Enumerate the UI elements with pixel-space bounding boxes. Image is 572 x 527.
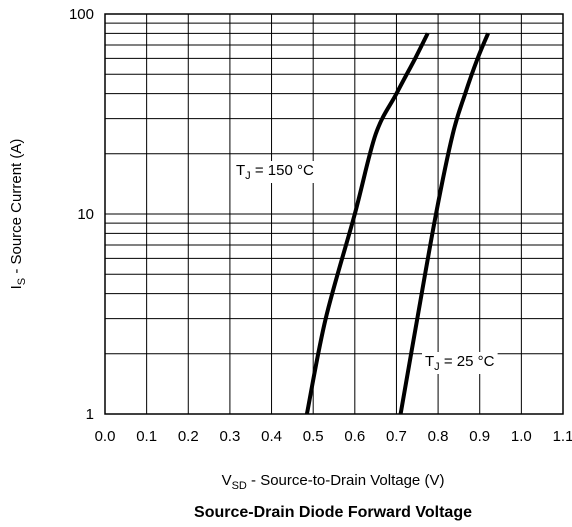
- x-tick-label: 0.4: [261, 428, 282, 445]
- x-tick-label: 0.2: [178, 428, 199, 445]
- x-tick-label: 1.0: [511, 428, 532, 445]
- x-tick-label: 0.5: [303, 428, 324, 445]
- y-tick-label: 10: [77, 206, 94, 223]
- y-axis-symbol: I: [8, 285, 25, 289]
- x-tick-label: 0.7: [386, 428, 407, 445]
- x-axis-symbol: V: [222, 472, 232, 489]
- x-tick-label: 0.1: [136, 428, 157, 445]
- x-axis-title: VSD - Source-to-Drain Voltage (V): [222, 472, 445, 492]
- plot-frame: [104, 13, 564, 415]
- curves: [304, 32, 490, 415]
- curve-label-text: = 150 °C: [251, 162, 314, 179]
- x-axis-text: - Source-to-Drain Voltage (V): [247, 472, 445, 489]
- curve-label-bg-150: [233, 161, 317, 183]
- x-axis-subscript: SD: [232, 480, 247, 492]
- y-axis-text: - Source Current (A): [8, 139, 25, 278]
- y-axis-subscript: S: [16, 278, 28, 285]
- curve-label-symbol: T: [425, 353, 434, 370]
- curve-label-bg-25: [422, 352, 498, 374]
- curve-label-text: = 25 °C: [440, 353, 495, 370]
- tick-labels: 0.0 0.1 0.2 0.3 0.4 0.5 0.6 0.7 0.8 0.9 1.0 1.1 1 10 1…: [69, 6, 572, 445]
- curve-label-subscript: J: [434, 361, 440, 373]
- curve-label-subscript: J: [245, 170, 251, 182]
- chart-title: Source-Drain Diode Forward Voltage: [194, 504, 472, 521]
- series-line-tj-25: [398, 32, 490, 415]
- curve-label-tj-150: TJ = 150 °C: [236, 162, 314, 182]
- curve-label-symbol: T: [236, 162, 245, 179]
- x-tick-label: 0.0: [95, 428, 116, 445]
- y-axis-title: IS - Source Current (A): [8, 139, 28, 290]
- x-tick-label: 0.3: [219, 428, 240, 445]
- y-tick-label: 1: [86, 406, 94, 423]
- y-tick-label: 100: [69, 6, 94, 23]
- x-tick-label: 0.9: [469, 428, 490, 445]
- x-tick-label: 0.8: [428, 428, 449, 445]
- x-tick-label: 1.1: [553, 428, 572, 445]
- curve-label-tj-25: TJ = 25 °C: [425, 353, 495, 373]
- x-tick-label: 0.6: [344, 428, 365, 445]
- series-line-tj-150: [304, 32, 430, 415]
